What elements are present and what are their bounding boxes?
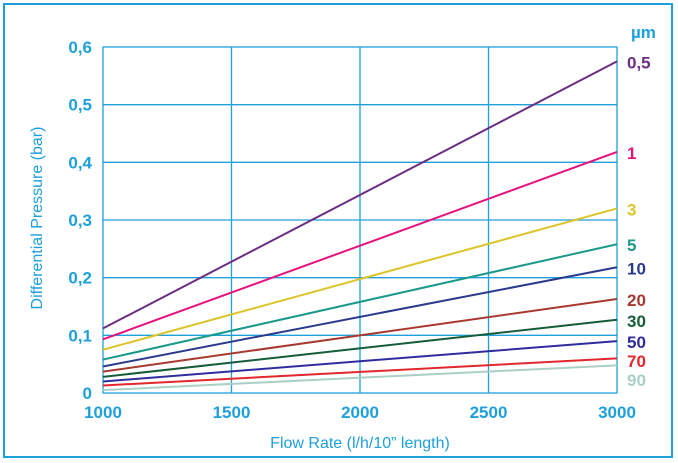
series-label: 20 bbox=[627, 291, 646, 310]
series-label: 1 bbox=[627, 144, 636, 163]
series-label: 10 bbox=[627, 259, 646, 278]
x-axis-title: Flow Rate (l/h/10” length) bbox=[270, 435, 450, 452]
series-line bbox=[102, 266, 618, 368]
series-line bbox=[102, 318, 618, 378]
series-line bbox=[102, 151, 618, 341]
y-tick-label: 0,5 bbox=[68, 96, 92, 115]
x-tick-label: 1000 bbox=[84, 403, 122, 422]
series-lines bbox=[102, 60, 618, 392]
grid bbox=[102, 46, 618, 394]
series-line bbox=[102, 357, 618, 387]
x-tick-label: 3000 bbox=[598, 403, 636, 422]
y-tick-label: 0,6 bbox=[68, 38, 92, 57]
chart-frame bbox=[3, 3, 673, 458]
x-tick-label: 2500 bbox=[470, 403, 508, 422]
series-line bbox=[102, 364, 618, 392]
series-label: 90 bbox=[627, 371, 646, 390]
series-label: 5 bbox=[627, 236, 636, 255]
series-label: 70 bbox=[627, 352, 646, 371]
x-tick-label: 1500 bbox=[213, 403, 251, 422]
y-tick-label: 0 bbox=[83, 384, 92, 403]
y-tick-label: 0,3 bbox=[68, 211, 92, 230]
series-line bbox=[102, 207, 618, 351]
y-tick-labels: 0 0,1 0,2 0,3 0,4 0,5 0,6 bbox=[68, 38, 92, 403]
y-tick-label: 0,1 bbox=[68, 326, 92, 345]
series-line bbox=[102, 243, 618, 361]
y-axis-title: Differential Pressure (bar) bbox=[29, 127, 46, 310]
series-label: 30 bbox=[627, 312, 646, 331]
series-label: 3 bbox=[627, 200, 636, 219]
x-tick-label: 2000 bbox=[341, 403, 379, 422]
series-line bbox=[102, 340, 618, 383]
legend-title: µm bbox=[631, 23, 656, 42]
series-label: 0,5 bbox=[627, 53, 651, 72]
series-line bbox=[102, 298, 618, 373]
series-label: 50 bbox=[627, 333, 646, 352]
y-tick-label: 0,2 bbox=[68, 269, 92, 288]
series-line bbox=[102, 60, 618, 330]
y-tick-label: 0,4 bbox=[68, 153, 92, 172]
x-tick-labels: 1000 1500 2000 2500 3000 bbox=[84, 403, 636, 422]
